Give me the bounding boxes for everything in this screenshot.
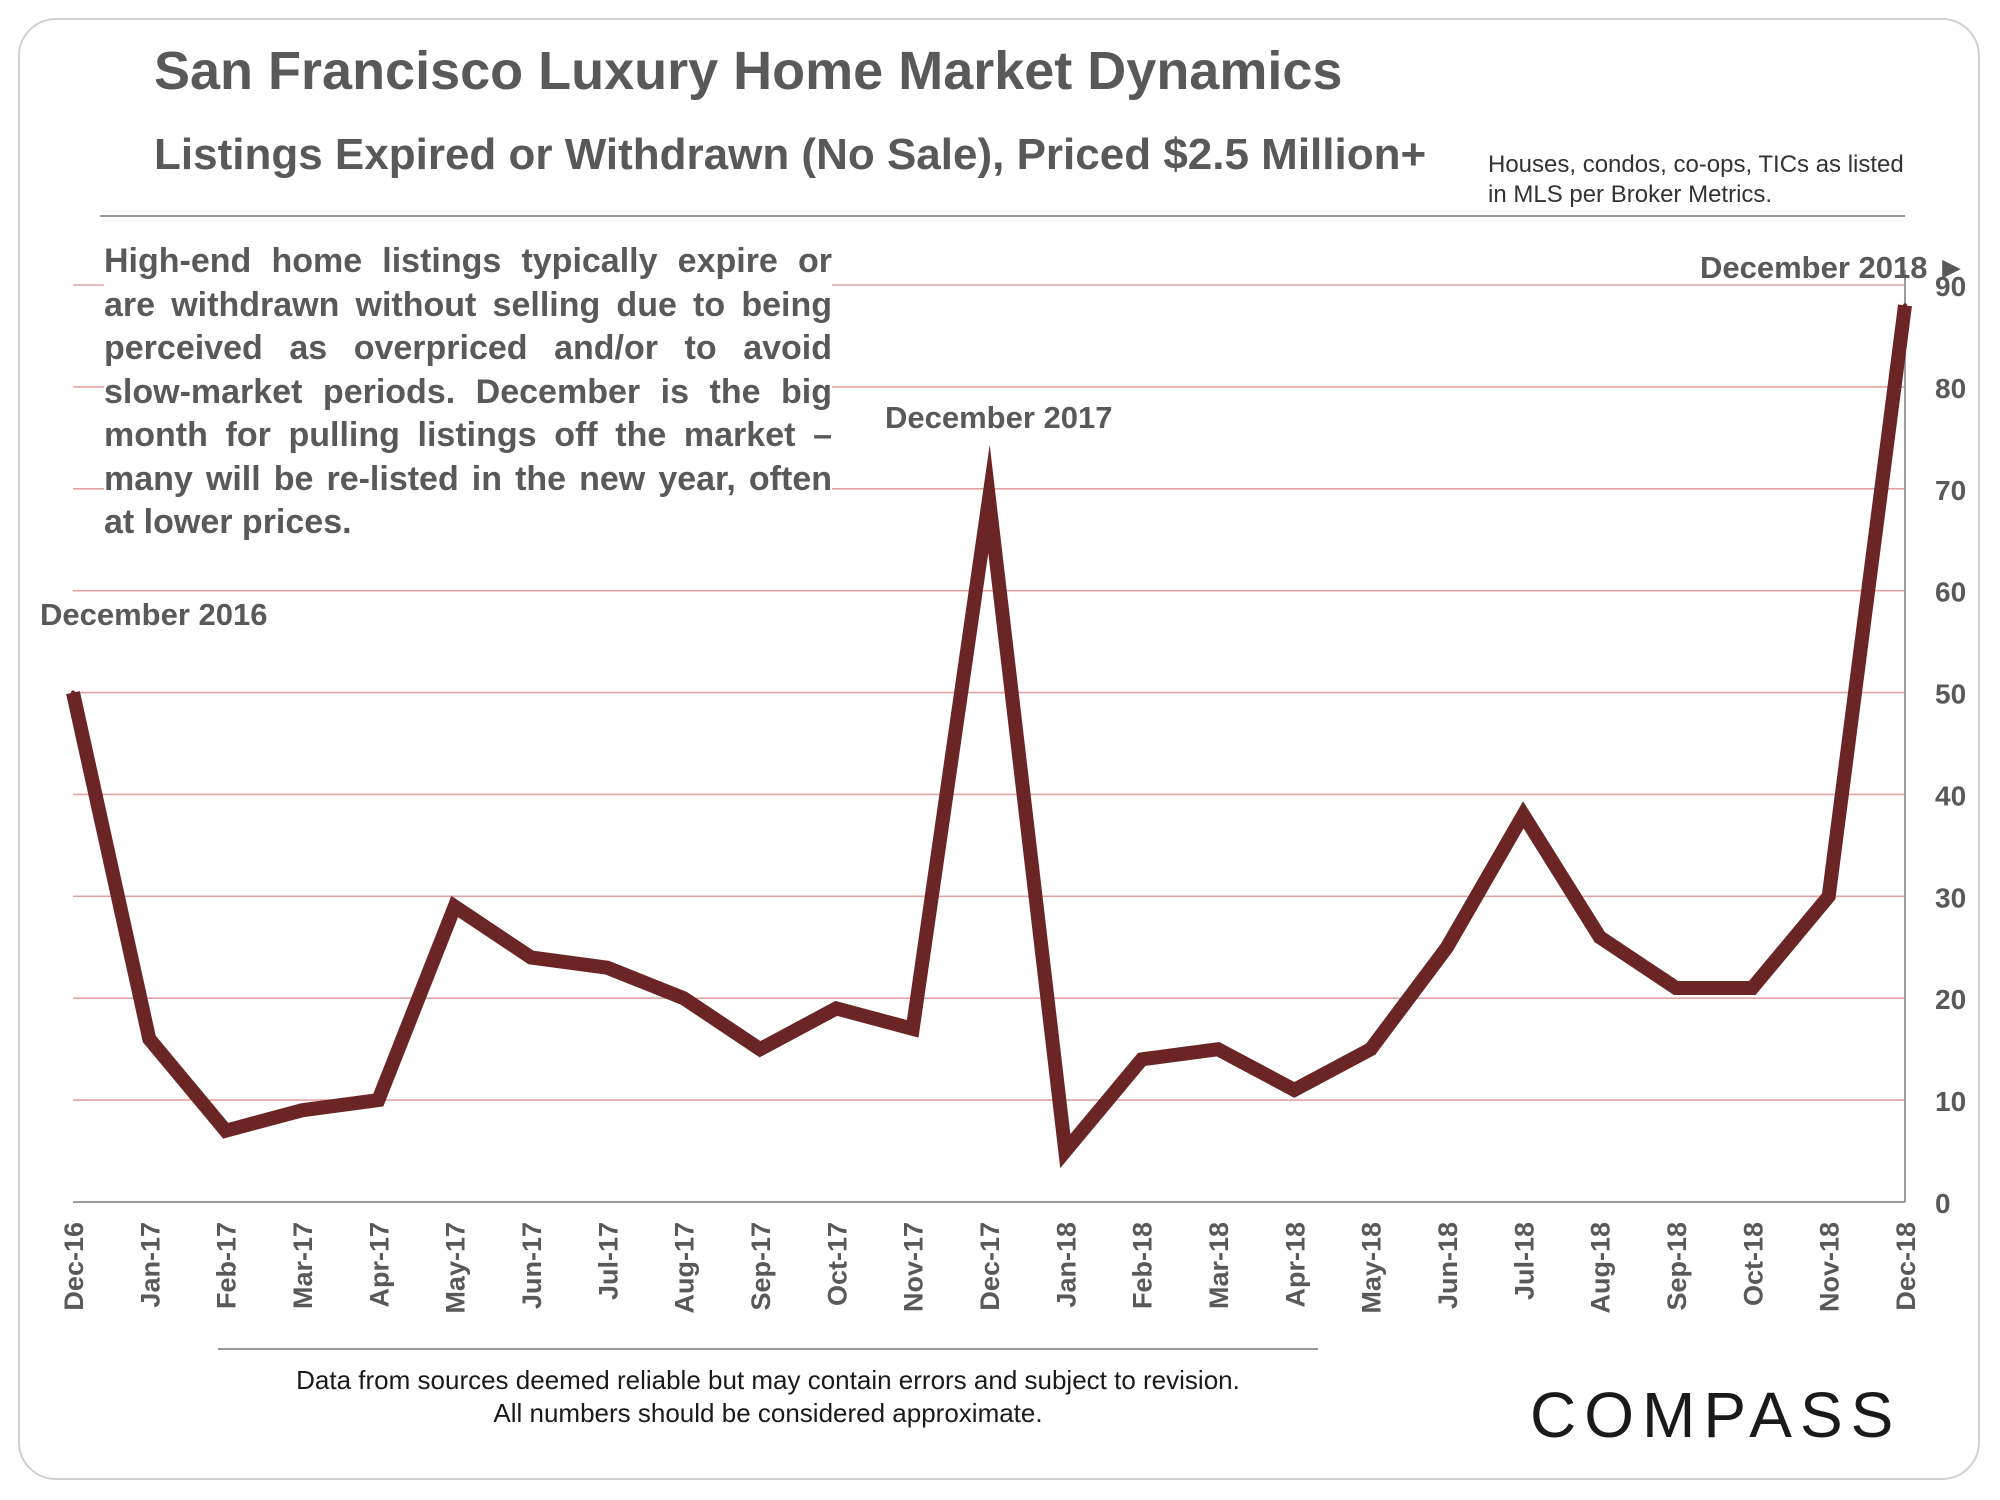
y-axis-ticks: 0 10 20 30 40 50 60 70 80 90 — [1935, 271, 1966, 1219]
x-tick-label-Jul-17: Jul-17 — [593, 1222, 623, 1300]
x-tick-label-Jan-18: Jan-18 — [1051, 1222, 1081, 1308]
x-tick-label-Dec-17: Dec-17 — [975, 1222, 1005, 1311]
data-point-Jun-17 — [529, 955, 533, 960]
y-tick-label-70: 70 — [1935, 475, 1966, 506]
y-tick-label-90: 90 — [1935, 271, 1966, 302]
x-tick-label-Nov-18: Nov-18 — [1815, 1222, 1845, 1312]
data-point-Dec-17 — [987, 496, 991, 501]
x-tick-label-Aug-17: Aug-17 — [670, 1222, 700, 1314]
x-tick-label-Jan-17: Jan-17 — [135, 1222, 165, 1308]
series-layer — [66, 303, 1912, 1169]
disclaimer-line-1: Data from sources deemed reliable but ma… — [296, 1365, 1240, 1395]
data-point-May-18 — [1368, 1047, 1373, 1052]
disclaimer: Data from sources deemed reliable but ma… — [218, 1364, 1318, 1430]
data-point-Aug-17 — [681, 996, 686, 1001]
x-tick-label-Dec-16: Dec-16 — [59, 1222, 89, 1311]
data-point-Nov-18 — [1826, 894, 1831, 899]
x-tick-label-Sep-18: Sep-18 — [1662, 1222, 1692, 1311]
data-point-Aug-18 — [1597, 935, 1602, 940]
y-tick-label-50: 50 — [1935, 679, 1966, 710]
y-tick-label-30: 30 — [1935, 882, 1966, 913]
axes — [73, 270, 1906, 1203]
y-tick-label-10: 10 — [1935, 1086, 1966, 1117]
peak-label-dec-2018: December 2018 ► — [1700, 250, 1967, 285]
disclaimer-line-2: All numbers should be considered approxi… — [493, 1398, 1043, 1428]
x-tick-label-Mar-17: Mar-17 — [288, 1222, 318, 1309]
footer-divider — [218, 1348, 1318, 1350]
x-tick-label-Feb-18: Feb-18 — [1128, 1222, 1158, 1309]
data-point-Apr-17 — [376, 1098, 381, 1103]
chart-subtitle: Listings Expired or Withdrawn (No Sale),… — [154, 130, 1427, 179]
x-tick-label-Jun-18: Jun-18 — [1433, 1222, 1463, 1309]
data-point-Nov-17 — [910, 1026, 915, 1031]
data-point-Mar-18 — [1216, 1047, 1220, 1052]
x-tick-label-Apr-17: Apr-17 — [364, 1222, 394, 1308]
x-tick-label-May-18: May-18 — [1357, 1222, 1387, 1314]
x-tick-label-Feb-17: Feb-17 — [212, 1222, 242, 1309]
x-tick-label-Oct-17: Oct-17 — [822, 1222, 852, 1306]
x-tick-label-Nov-17: Nov-17 — [899, 1222, 929, 1312]
data-point-Dec-16 — [71, 690, 75, 695]
data-point-Mar-17 — [300, 1108, 304, 1113]
data-point-Jan-17 — [147, 1036, 152, 1041]
y-tick-label-60: 60 — [1935, 577, 1966, 608]
data-point-Oct-18 — [1750, 986, 1755, 991]
peak-label-dec-2016: December 2016 — [40, 597, 268, 632]
y-tick-label-40: 40 — [1935, 780, 1966, 811]
data-point-Feb-17 — [223, 1128, 228, 1133]
x-tick-label-Jul-18: Jul-18 — [1509, 1222, 1539, 1300]
x-tick-label-May-17: May-17 — [441, 1222, 471, 1314]
data-point-Jan-18 — [1063, 1149, 1068, 1154]
slide-frame — [18, 18, 1980, 1480]
data-point-Jun-18 — [1445, 945, 1449, 950]
x-tick-label-Aug-18: Aug-18 — [1586, 1222, 1616, 1314]
peak-label-dec-2017: December 2017 — [885, 400, 1113, 435]
data-point-May-17 — [452, 904, 457, 909]
data-point-Jul-17 — [605, 965, 610, 970]
x-tick-label-Jun-17: Jun-17 — [517, 1222, 547, 1309]
data-point-Feb-18 — [1139, 1057, 1144, 1062]
x-axis-ticks: Dec-16 Jan-17 Feb-17 Mar-17 Apr-17 May-17 Jun-… — [59, 1222, 1921, 1314]
source-note: Houses, condos, co-ops, TICs as listed i… — [1488, 151, 1904, 208]
x-tick-label-Oct-18: Oct-18 — [1738, 1222, 1768, 1306]
y-tick-label-20: 20 — [1935, 984, 1966, 1015]
header-divider — [100, 215, 1905, 217]
x-tick-label-Mar-18: Mar-18 — [1204, 1222, 1234, 1309]
x-tick-label-Apr-18: Apr-18 — [1280, 1222, 1310, 1308]
compass-logo: COMPASS — [1530, 1379, 1902, 1451]
data-point-Oct-17 — [834, 1006, 839, 1011]
y-tick-label-80: 80 — [1935, 373, 1966, 404]
chart-title: San Francisco Luxury Home Market Dynamic… — [154, 41, 1343, 101]
data-point-Apr-18 — [1292, 1087, 1297, 1092]
data-point-Jul-18 — [1521, 812, 1526, 817]
data-point-Sep-18 — [1674, 986, 1678, 991]
data-point-Sep-17 — [758, 1047, 762, 1052]
x-tick-label-Dec-18: Dec-18 — [1891, 1222, 1921, 1311]
x-tick-label-Sep-17: Sep-17 — [746, 1222, 776, 1311]
y-tick-label-0: 0 — [1935, 1188, 1951, 1219]
chart-annotation: High-end home listings typically expire … — [104, 240, 832, 545]
data-point-Dec-18 — [1903, 303, 1907, 308]
